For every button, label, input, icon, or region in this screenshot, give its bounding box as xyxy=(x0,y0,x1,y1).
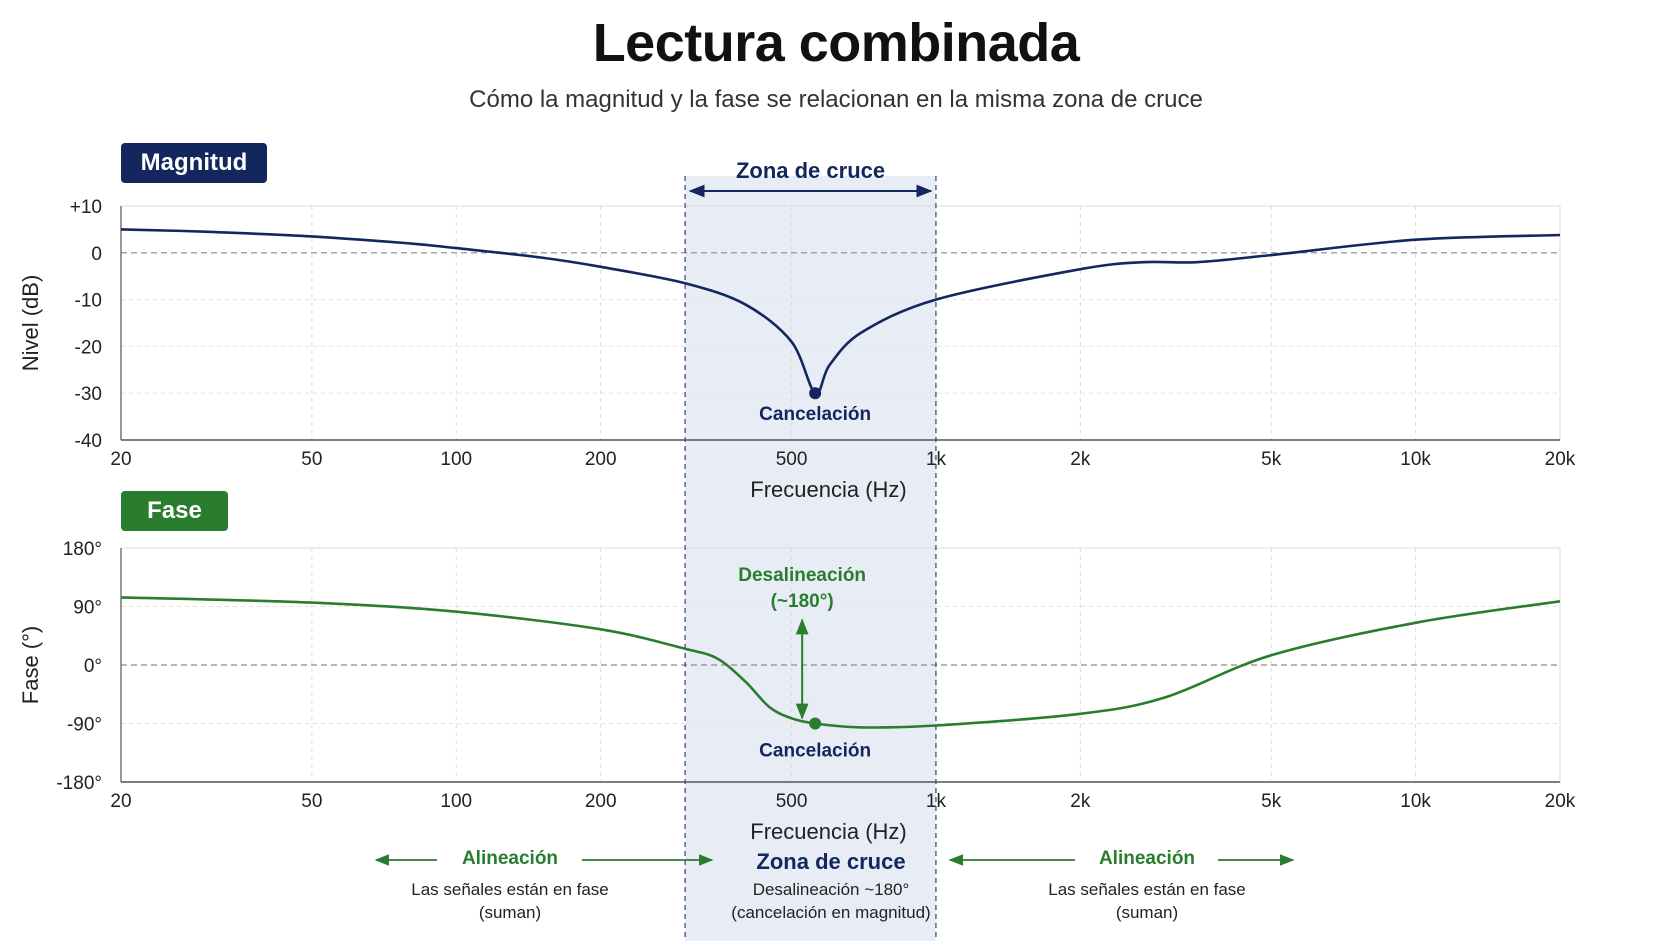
center-zone-text: Desalineación ~180° (cancelación en magn… xyxy=(722,878,940,924)
phase-ytick-label: -180° xyxy=(56,773,102,794)
magnitude-cancellation-point xyxy=(809,387,822,400)
chart-title: Lectura combinada xyxy=(592,13,1080,73)
phase-xtick-label: 10k xyxy=(1400,791,1431,812)
center-zone-title: Zona de cruce xyxy=(756,849,906,874)
phase-ytick-label: 180° xyxy=(63,539,102,560)
right-alignment-line1: Las señales están en fase xyxy=(1048,880,1246,899)
phase-cancellation-label: Cancelación xyxy=(759,741,871,762)
phase-xtick-label: 20 xyxy=(110,791,131,812)
phase-xtick-label: 2k xyxy=(1070,791,1091,812)
magnitude-ytick-label: 0 xyxy=(91,244,102,265)
magnitude-y-axis-label: Nivel (dB) xyxy=(18,275,43,372)
phase-ytick-label: 90° xyxy=(73,598,102,619)
magnitude-x-axis-label: Frecuencia (Hz) xyxy=(750,477,906,502)
left-alignment-title: Alineación xyxy=(461,848,559,869)
left-alignment-line2: (suman) xyxy=(478,903,542,922)
left-alignment-line1: Las señales están en fase xyxy=(411,880,609,899)
magnitude-ytick-label: +10 xyxy=(70,197,102,218)
magnitude-ytick-label: -20 xyxy=(75,337,102,358)
magnitude-xtick-label: 20 xyxy=(110,449,131,470)
magnitude-ytick-label: -10 xyxy=(75,291,102,312)
misalignment-label: Desalineación xyxy=(738,565,866,586)
right-alignment-line2: (suman) xyxy=(1115,903,1179,922)
left-alignment-text: Las señales están en fase (suman) xyxy=(380,878,640,924)
magnitude-ytick-label: -40 xyxy=(75,431,102,452)
phase-xtick-label: 500 xyxy=(776,791,808,812)
magnitude-xtick-label: 50 xyxy=(301,449,322,470)
phase-cancellation-point xyxy=(809,717,822,730)
magnitude-xtick-label: 2k xyxy=(1070,449,1091,470)
phase-ytick-label: -90° xyxy=(67,715,102,736)
crossover-zone-band xyxy=(685,176,936,941)
magnitude-badge: Magnitud xyxy=(121,143,267,183)
right-alignment-text: Las señales están en fase (suman) xyxy=(1017,878,1277,924)
phase-xtick-label: 50 xyxy=(301,791,322,812)
magnitude-xtick-label: 5k xyxy=(1261,449,1282,470)
phase-badge: Fase xyxy=(121,491,228,531)
center-zone-line2: (cancelación en magnitud) xyxy=(731,903,931,922)
phase-x-axis-label: Frecuencia (Hz) xyxy=(750,819,906,844)
magnitude-xtick-label: 20k xyxy=(1545,449,1576,470)
magnitude-xtick-label: 500 xyxy=(776,449,808,470)
right-alignment-title: Alineación xyxy=(1098,848,1196,869)
chart-subtitle: Cómo la magnitud y la fase se relacionan… xyxy=(469,86,1203,113)
misalignment-sublabel: (~180°) xyxy=(771,591,834,612)
magnitude-cancellation-label: Cancelación xyxy=(759,404,871,425)
magnitude-xtick-label: 200 xyxy=(585,449,617,470)
phase-xtick-label: 100 xyxy=(440,791,472,812)
phase-xtick-label: 200 xyxy=(585,791,617,812)
magnitude-xtick-label: 100 xyxy=(440,449,472,470)
phase-y-axis-label: Fase (°) xyxy=(18,626,43,704)
phase-xtick-label: 5k xyxy=(1261,791,1282,812)
zone-label: Zona de cruce xyxy=(736,158,885,183)
phase-xtick-label: 20k xyxy=(1545,791,1576,812)
magnitude-xtick-label: 10k xyxy=(1400,449,1431,470)
phase-ytick-label: 0° xyxy=(84,656,102,677)
center-zone-line1: Desalineación ~180° xyxy=(752,880,910,899)
magnitude-ytick-label: -30 xyxy=(75,384,102,405)
phase-series-line xyxy=(120,596,1561,729)
